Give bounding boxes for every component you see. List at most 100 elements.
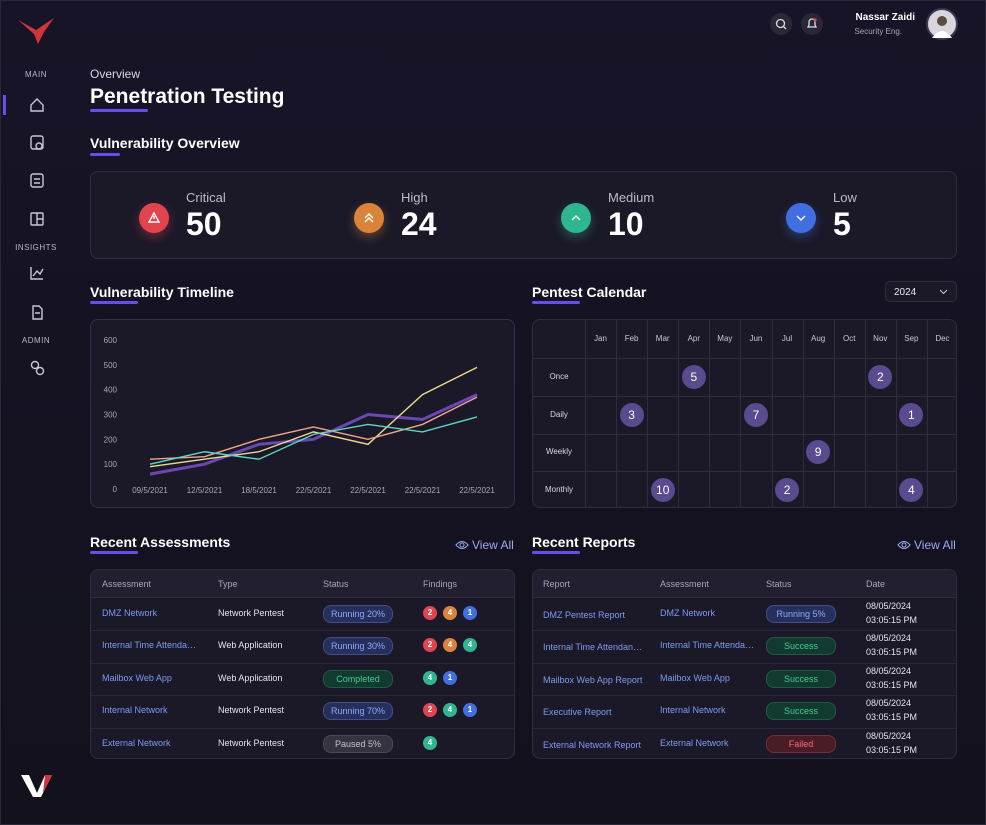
report-link[interactable]: Executive Report — [543, 707, 612, 718]
month-label: Jun — [749, 334, 763, 343]
report-link[interactable]: DMZ Pentest Report — [543, 610, 626, 620]
assessment-link[interactable]: Mailbox Web App — [102, 672, 172, 683]
grid-line — [533, 433, 956, 435]
month-label: Oct — [842, 334, 856, 343]
grid-line — [802, 320, 804, 507]
assessment-link[interactable]: External Network — [102, 737, 171, 748]
view-all-link[interactable]: View All — [897, 538, 956, 552]
year-select[interactable]: 2024 — [885, 281, 957, 302]
underline — [90, 153, 120, 156]
row-divider — [91, 662, 514, 664]
report-link[interactable]: Internal Time Attendan… — [543, 642, 643, 653]
underline — [90, 551, 138, 554]
section-title: Pentest Calendar — [532, 284, 647, 300]
nav-icons[interactable] — [28, 96, 46, 396]
report-date: 08/05/2024 — [866, 698, 912, 709]
month-label: Feb — [624, 334, 639, 343]
icon-glyph — [364, 213, 374, 223]
reports-table: Report Assessment Status Date DMZ Pentest Re… — [532, 569, 957, 759]
series-line — [149, 366, 478, 468]
finding-count: 1 — [463, 606, 477, 620]
severity-label: Medium — [608, 190, 655, 205]
assessment-link[interactable]: DMZ Network — [102, 608, 158, 618]
grid-line — [647, 320, 649, 507]
y-tick-label: 300 — [104, 411, 118, 420]
severity-count: 5 — [833, 206, 851, 242]
avatar[interactable] — [926, 8, 958, 40]
finding-count: 4 — [423, 735, 437, 750]
assessment-link[interactable]: Internal Time Attenda… — [102, 640, 197, 651]
search-button[interactable] — [770, 13, 792, 35]
year-value: 2024 — [894, 287, 917, 298]
status-badge: Success — [766, 637, 836, 656]
y-tick-label: 600 — [104, 336, 118, 345]
severity-count: 24 — [401, 206, 437, 242]
grid-line — [895, 320, 897, 507]
report-link[interactable]: External Network Report — [543, 739, 642, 750]
section-title: Vulnerability Overview — [90, 135, 240, 151]
user-role: Security Eng. — [854, 27, 902, 36]
status-badge: Paused 5% — [323, 734, 393, 753]
calendar-count: 1 — [899, 402, 924, 427]
row-divider — [533, 662, 956, 664]
column-header: Date — [866, 579, 886, 589]
month-label: Apr — [687, 334, 701, 343]
underline — [532, 301, 580, 304]
calendar-count: 10 — [650, 478, 675, 503]
calendar-count: 9 — [806, 440, 831, 465]
assessment-link: External Network — [660, 737, 729, 748]
severity-icon — [561, 203, 591, 233]
severity-count: 50 — [186, 206, 222, 242]
grid-line — [771, 320, 773, 507]
grid-line — [709, 320, 711, 507]
report-date: 08/05/2024 — [866, 730, 912, 741]
overview-card: Critical 50 High 24 Medium 10 Low 5 — [90, 171, 957, 259]
column-header: Findings — [423, 579, 458, 589]
report-time: 03:05:15 PM — [866, 712, 918, 723]
report-date: 08/05/2024 — [866, 665, 912, 676]
underline — [90, 109, 148, 112]
grid-line — [533, 395, 956, 397]
month-label: Sep — [904, 334, 919, 343]
severity-icon — [354, 203, 384, 233]
severity-label: Critical — [186, 190, 226, 205]
icon-glyph — [571, 215, 581, 221]
month-label: May — [717, 334, 733, 343]
month-label: Nov — [873, 334, 888, 343]
calendar-count: 2 — [775, 478, 800, 503]
report-date: 08/05/2024 — [866, 633, 912, 644]
grid-line — [926, 320, 928, 507]
section-title: Vulnerability Timeline — [90, 284, 234, 300]
y-tick-label: 400 — [104, 386, 118, 395]
status-badge: Completed — [323, 669, 393, 688]
finding-count: 4 — [423, 670, 437, 685]
status-badge: Success — [766, 702, 836, 721]
section-title: Recent Reports — [532, 534, 636, 550]
view-all-link[interactable]: View All — [455, 538, 514, 552]
icon-glyph — [147, 211, 161, 223]
y-tick-label: 500 — [104, 361, 118, 370]
notifications-button[interactable] — [801, 13, 823, 35]
assessment-link[interactable]: Internal Network — [102, 705, 168, 716]
chart-card: 0 100 200 300 400 500 600 09/5/2021 12/5/2021 18/… — [90, 319, 515, 508]
finding-count: 2 — [423, 638, 437, 653]
row-label: Monthly — [544, 485, 573, 495]
row-label: Weekly — [545, 447, 573, 457]
status-badge: Running 30% — [323, 637, 393, 656]
status-badge: Failed — [766, 734, 836, 753]
report-link[interactable]: Mailbox Web App Report — [543, 674, 643, 685]
series-line — [149, 393, 478, 476]
finding-count: 2 — [423, 703, 437, 718]
x-tick-label: 22/5/2021 — [405, 486, 441, 495]
glyph — [796, 215, 806, 221]
user-name[interactable]: Nassar Zaidi — [855, 12, 915, 23]
status-badge: Success — [766, 669, 836, 688]
icon-glyph — [796, 215, 806, 221]
view-all-text[interactable]: View All — [472, 538, 514, 552]
assessment-link: Internal Network — [660, 705, 726, 716]
month-label: Jul — [781, 334, 793, 343]
y-tick-label: 100 — [104, 460, 118, 469]
view-all-text[interactable]: View All — [914, 538, 956, 552]
column-header: Assessment — [660, 579, 710, 589]
severity-icon — [786, 203, 816, 233]
